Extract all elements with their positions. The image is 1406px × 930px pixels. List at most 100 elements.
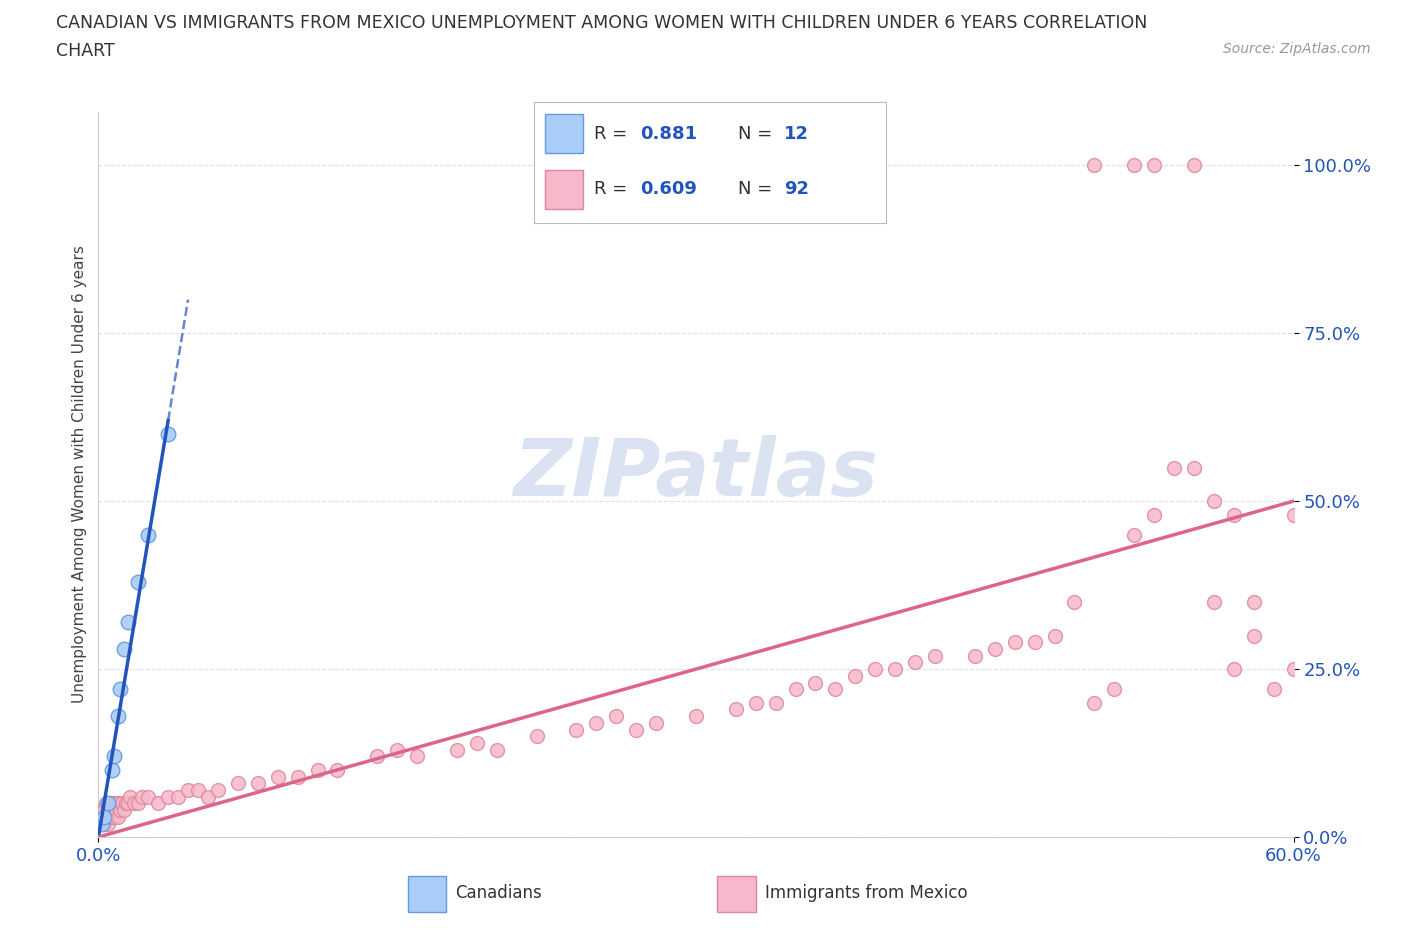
Point — [112, 642, 135, 657]
Point — [1024, 635, 1046, 650]
Point — [804, 675, 827, 690]
Point — [127, 575, 149, 590]
Point — [1123, 158, 1146, 173]
Point — [91, 817, 114, 831]
FancyBboxPatch shape — [544, 170, 583, 208]
Text: CHART: CHART — [56, 42, 115, 60]
Point — [117, 615, 139, 630]
Point — [111, 796, 134, 811]
Point — [824, 682, 846, 697]
Point — [465, 736, 488, 751]
Point — [197, 790, 219, 804]
Point — [1202, 494, 1225, 509]
Text: R =: R = — [593, 125, 633, 142]
Point — [105, 796, 128, 811]
FancyBboxPatch shape — [408, 876, 447, 912]
Text: N =: N = — [738, 180, 778, 198]
Point — [485, 742, 508, 757]
Point — [765, 696, 787, 711]
Text: Immigrants from Mexico: Immigrants from Mexico — [765, 884, 967, 902]
Point — [1282, 507, 1305, 522]
Point — [117, 796, 139, 811]
Text: R =: R = — [593, 180, 633, 198]
Point — [1223, 661, 1246, 676]
Point — [326, 763, 349, 777]
Point — [1182, 158, 1205, 173]
Point — [1182, 460, 1205, 475]
Point — [91, 803, 114, 817]
Point — [110, 803, 132, 817]
Point — [1043, 628, 1066, 643]
Point — [645, 715, 668, 730]
Point — [127, 796, 149, 811]
Point — [1063, 594, 1085, 609]
Point — [226, 776, 249, 790]
Point — [863, 661, 886, 676]
Text: Canadians: Canadians — [456, 884, 543, 902]
Point — [963, 648, 986, 663]
Point — [136, 527, 159, 542]
Point — [724, 702, 747, 717]
Text: ZIPatlas: ZIPatlas — [513, 435, 879, 513]
Point — [101, 763, 124, 777]
Point — [745, 696, 768, 711]
Point — [97, 803, 120, 817]
Point — [685, 709, 707, 724]
Point — [207, 782, 229, 797]
Point — [157, 427, 180, 442]
Point — [101, 796, 124, 811]
Point — [267, 769, 290, 784]
Point — [1143, 507, 1166, 522]
Point — [446, 742, 468, 757]
Point — [287, 769, 309, 784]
FancyBboxPatch shape — [717, 876, 756, 912]
Point — [136, 790, 159, 804]
Text: 0.609: 0.609 — [640, 180, 696, 198]
Point — [124, 796, 146, 811]
Point — [131, 790, 153, 804]
Point — [624, 722, 647, 737]
Point — [385, 742, 409, 757]
Point — [97, 817, 120, 831]
Point — [107, 809, 129, 824]
Point — [96, 809, 118, 824]
Point — [1223, 507, 1246, 522]
Point — [103, 803, 125, 817]
Point — [585, 715, 607, 730]
Point — [98, 803, 122, 817]
Point — [101, 809, 124, 824]
Text: 92: 92 — [785, 180, 808, 198]
Point — [177, 782, 200, 797]
Point — [605, 709, 627, 724]
Point — [1243, 628, 1265, 643]
Point — [115, 796, 138, 811]
Point — [1083, 158, 1105, 173]
Point — [103, 749, 125, 764]
Point — [107, 796, 129, 811]
Point — [93, 809, 115, 824]
Point — [105, 803, 128, 817]
Point — [785, 682, 807, 697]
Point — [148, 796, 170, 811]
Point — [187, 782, 209, 797]
Text: 12: 12 — [785, 125, 808, 142]
Point — [904, 655, 927, 670]
Point — [107, 709, 129, 724]
Point — [1083, 696, 1105, 711]
Point — [157, 790, 180, 804]
Point — [97, 796, 120, 811]
Point — [526, 729, 548, 744]
Point — [884, 661, 907, 676]
FancyBboxPatch shape — [544, 114, 583, 153]
Point — [1104, 682, 1126, 697]
Text: N =: N = — [738, 125, 778, 142]
Point — [112, 803, 135, 817]
Point — [983, 642, 1005, 657]
Text: 0.881: 0.881 — [640, 125, 697, 142]
Point — [93, 817, 115, 831]
Point — [366, 749, 388, 764]
Point — [924, 648, 946, 663]
Y-axis label: Unemployment Among Women with Children Under 6 years: Unemployment Among Women with Children U… — [72, 246, 87, 703]
Point — [565, 722, 588, 737]
Point — [1243, 594, 1265, 609]
